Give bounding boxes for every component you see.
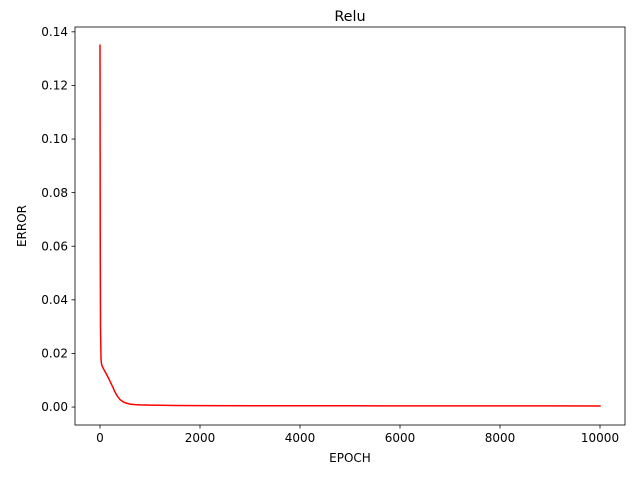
x-tick-label: 2000 (185, 431, 216, 445)
y-tick-label: 0.10 (41, 132, 68, 146)
plot-area (75, 27, 625, 425)
series-line-0 (99, 44, 601, 407)
y-tick-label: 0.06 (41, 239, 68, 253)
y-tick-label: 0.04 (41, 293, 68, 307)
y-tick-label: 0.08 (41, 186, 68, 200)
y-axis-ticks: 0.00 0.02 0.04 0.06 0.08 0.10 0.12 0.14 (41, 25, 75, 414)
x-tick-label: 8000 (485, 431, 516, 445)
y-tick-label: 0.14 (41, 25, 68, 39)
x-tick-label: 10000 (581, 431, 619, 445)
plot-frame (74, 26, 626, 426)
y-tick-label: 0.12 (41, 79, 68, 93)
series-layer (99, 44, 601, 407)
x-tick-label: 6000 (385, 431, 416, 445)
chart-title: Relu (334, 9, 365, 25)
y-tick-label: 0.00 (41, 400, 68, 414)
x-tick-label: 0 (96, 431, 104, 445)
x-tick-label: 4000 (285, 431, 316, 445)
y-tick-label: 0.02 (41, 347, 68, 361)
y-axis-label: ERROR (15, 205, 29, 247)
x-axis-ticks: 0 2000 4000 6000 8000 10000 (96, 425, 619, 445)
x-axis-label: EPOCH (329, 451, 371, 465)
